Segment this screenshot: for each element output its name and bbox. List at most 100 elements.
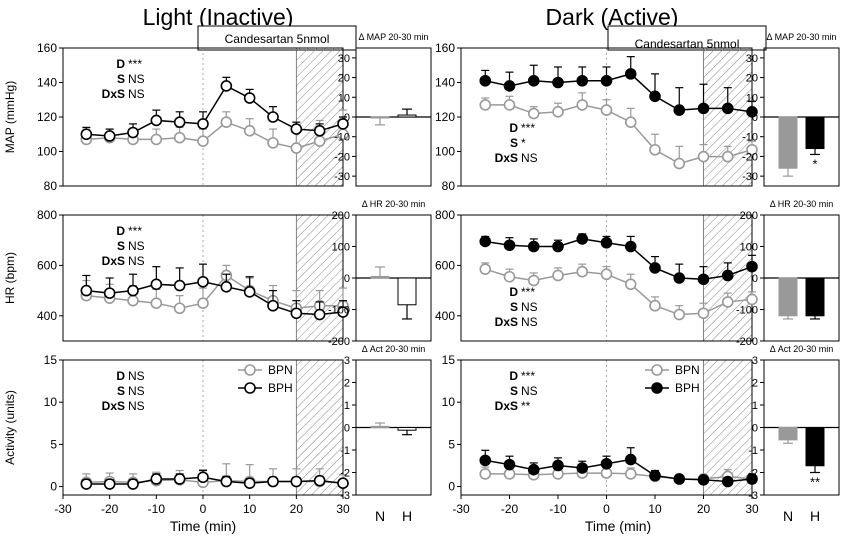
- data-point: [552, 459, 564, 472]
- data-point: [697, 273, 710, 286]
- data-point: [290, 307, 303, 320]
- bar-y-tick-label: 2: [752, 378, 758, 390]
- data-point: [127, 478, 139, 490]
- y-tick-label: 10: [442, 395, 456, 409]
- bar-y-tick-label: -10: [742, 132, 758, 144]
- legend-marker: [651, 364, 663, 376]
- data-point: [197, 135, 209, 147]
- stat-value: *: [521, 136, 526, 150]
- data-point: [173, 279, 186, 292]
- treatment-window: [295, 47, 344, 187]
- series-bpn: [479, 262, 758, 321]
- data-point: [673, 473, 686, 485]
- stat-factor: D: [509, 121, 518, 135]
- data-point: [503, 80, 516, 92]
- x-tick-label: 0: [603, 502, 610, 516]
- x-tick-label: -20: [501, 502, 519, 516]
- stat-value: ***: [521, 369, 535, 383]
- stat-value: NS: [521, 151, 538, 165]
- stat-factor: S: [510, 384, 518, 398]
- data-point: [576, 265, 589, 278]
- data-point: [479, 454, 492, 467]
- y-tick-label: 120: [435, 110, 455, 124]
- data-point: [624, 68, 637, 80]
- plot-frame: [460, 214, 753, 342]
- data-point: [150, 278, 163, 291]
- data-point: [80, 478, 93, 490]
- bar-y-tick-label: 30: [338, 53, 350, 65]
- data-point: [197, 297, 209, 310]
- data-point: [267, 137, 279, 149]
- legend-marker: [244, 382, 256, 394]
- y-tick-label: 140: [435, 76, 455, 90]
- data-point: [503, 99, 516, 111]
- x-tick-label: -30: [54, 502, 72, 516]
- y-tick-label: 5: [448, 437, 455, 451]
- y-tick-label: 160: [435, 41, 455, 55]
- data-point: [576, 233, 589, 245]
- data-point: [649, 143, 661, 156]
- data-point: [479, 468, 492, 480]
- data-point: [721, 269, 734, 282]
- stat-value: ***: [521, 121, 535, 135]
- data-point: [337, 477, 349, 489]
- data-point: [649, 469, 661, 482]
- data-point: [197, 118, 209, 130]
- x-tick-label: -20: [101, 502, 119, 516]
- bar-y-tick-label: -3: [748, 490, 758, 502]
- data-point: [243, 125, 256, 137]
- legend-label: BPN: [675, 363, 700, 377]
- data-point: [552, 269, 564, 282]
- data-point: [673, 308, 686, 321]
- bar-n: [778, 277, 798, 317]
- data-point: [290, 142, 303, 154]
- bar-y-tick-label: -1: [748, 445, 758, 457]
- data-point: [313, 135, 326, 147]
- y-tick-label: 80: [442, 179, 456, 193]
- y-tick-label: 800: [37, 208, 57, 222]
- bar-h: [805, 427, 825, 467]
- data-point: [173, 473, 186, 485]
- bar-y-tick-label: 0: [344, 423, 350, 435]
- bar-category-label: N: [783, 508, 793, 524]
- data-point: [697, 150, 710, 163]
- data-point: [479, 235, 492, 248]
- data-point: [150, 473, 163, 485]
- data-point: [721, 150, 734, 163]
- data-point: [624, 468, 637, 480]
- right-treatment-label-box: [607, 25, 767, 51]
- stat-factor: S: [510, 300, 518, 314]
- y-tick-label: 100: [435, 145, 455, 159]
- x-tick-label: 20: [697, 502, 711, 516]
- x-tick-label: 10: [648, 502, 662, 516]
- bar-significance: *: [812, 156, 817, 171]
- data-point: [313, 125, 326, 137]
- x-tick-label: 30: [745, 502, 759, 516]
- stat-factor: S: [117, 72, 125, 86]
- treatment-window: [703, 47, 753, 187]
- data-point: [552, 76, 564, 89]
- y-tick-label: 100: [37, 145, 57, 159]
- bar-title: Δ MAP 20-30 min: [767, 32, 837, 42]
- stat-value: **: [521, 399, 531, 413]
- series-bpn: [479, 92, 758, 170]
- stat-factor: D: [509, 285, 518, 299]
- bar-title: Δ HR 20-30 min: [770, 199, 834, 209]
- bar-y-tick-label: -30: [334, 171, 350, 183]
- bar-y-tick-label: -1: [340, 445, 350, 457]
- data-point: [552, 240, 564, 253]
- data-point: [576, 74, 589, 87]
- y-tick-label: 15: [44, 353, 58, 367]
- stat-factor: D: [116, 369, 125, 383]
- data-point: [673, 104, 686, 116]
- legend-marker: [244, 364, 256, 376]
- data-point: [649, 90, 661, 103]
- y-axis-label: HR (bpm): [3, 252, 17, 304]
- data-point: [267, 475, 279, 488]
- bar-y-tick-label: -200: [328, 336, 350, 348]
- legend-label: BPH: [675, 381, 700, 395]
- bar-y-tick-label: 100: [332, 242, 350, 254]
